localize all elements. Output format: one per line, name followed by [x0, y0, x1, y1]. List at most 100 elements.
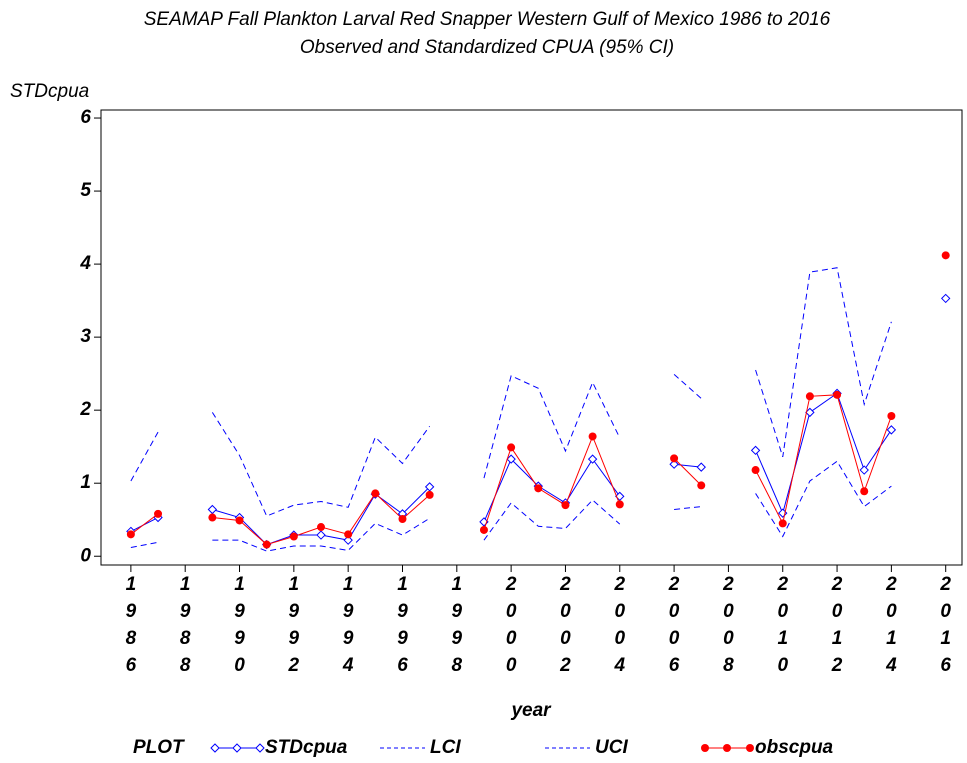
x-tick-char: 1	[777, 628, 788, 649]
legend-label: STDcpua	[265, 737, 348, 758]
y-tick-label: 5	[80, 180, 91, 201]
x-tick-char: 8	[452, 655, 463, 676]
point	[697, 481, 706, 490]
point	[940, 293, 951, 304]
x-tick-char: 2	[831, 574, 843, 595]
point	[154, 509, 163, 518]
y-tick-label: 3	[80, 326, 91, 347]
x-tick-char: 8	[723, 655, 734, 676]
x-tick-char: 9	[397, 628, 408, 649]
point	[126, 530, 135, 539]
point	[424, 482, 435, 492]
y-tick-label: 6	[80, 107, 91, 128]
x-tick-char: 2	[776, 574, 788, 595]
x-tick-char: 1	[126, 574, 137, 595]
x-tick-char: 4	[613, 655, 625, 676]
x-tick-char: 6	[397, 655, 408, 676]
point	[750, 445, 761, 456]
x-tick-char: 1	[289, 574, 300, 595]
x-tick-char: 9	[234, 628, 245, 649]
y-tick-label: 0	[80, 545, 91, 566]
x-tick-char: 9	[397, 601, 408, 622]
point	[751, 466, 760, 475]
x-tick-char: 8	[126, 628, 137, 649]
point	[615, 500, 624, 509]
x-tick-char: 6	[669, 655, 680, 676]
series-line	[131, 255, 946, 544]
x-tick-char: 9	[452, 628, 463, 649]
series-line	[130, 267, 892, 517]
point	[833, 390, 842, 399]
legend-label: LCI	[430, 737, 461, 758]
x-tick-char: 9	[289, 601, 300, 622]
point	[887, 412, 896, 421]
legend-marker	[723, 744, 731, 752]
legend-label: obscpua	[755, 737, 834, 758]
x-tick-char: 4	[342, 655, 354, 676]
y-tick-label: 4	[79, 253, 91, 274]
point	[289, 532, 298, 541]
series-line	[131, 298, 946, 544]
point	[398, 514, 407, 523]
x-tick-char: 1	[343, 574, 354, 595]
point	[778, 508, 788, 518]
legend-marker	[232, 743, 242, 753]
point	[534, 484, 543, 493]
x-tick-char: 2	[559, 655, 571, 676]
point	[262, 540, 271, 549]
y-tick-label: 2	[79, 399, 91, 420]
x-tick-char: 0	[940, 601, 951, 622]
point	[615, 491, 625, 502]
x-tick-char: 9	[126, 601, 137, 622]
x-tick-char: 8	[180, 655, 191, 676]
point	[479, 525, 488, 534]
point	[235, 516, 244, 525]
x-tick-char: 8	[180, 628, 191, 649]
series-line	[130, 460, 892, 552]
plot-frame	[100, 109, 963, 566]
point	[207, 504, 218, 515]
legend-marker	[701, 744, 709, 752]
point	[886, 425, 897, 435]
x-tick-char: 0	[560, 628, 571, 649]
x-tick-char: 0	[777, 601, 788, 622]
x-tick-char: 2	[722, 574, 734, 595]
point	[859, 465, 869, 475]
legend-marker	[210, 743, 220, 753]
x-tick-char: 2	[505, 574, 517, 595]
x-tick-char: 1	[234, 574, 245, 595]
x-tick-char: 0	[669, 628, 680, 649]
x-tick-char: 1	[886, 628, 897, 649]
x-tick-char: 2	[668, 574, 680, 595]
x-tick-char: 0	[560, 601, 571, 622]
x-tick-char: 9	[343, 601, 354, 622]
x-tick-char: 9	[180, 601, 191, 622]
x-tick-char: 6	[940, 655, 951, 676]
x-tick-char: 1	[180, 574, 191, 595]
point	[941, 251, 950, 260]
x-tick-char: 2	[559, 574, 571, 595]
x-tick-char: 0	[506, 655, 517, 676]
x-tick-char: 0	[506, 601, 517, 622]
point	[561, 501, 570, 510]
chart-subtitle: Observed and Standardized CPUA (95% CI)	[300, 37, 674, 58]
x-axis-label: year	[510, 700, 552, 721]
point	[507, 443, 516, 452]
x-tick-char: 0	[723, 628, 734, 649]
point	[208, 513, 217, 522]
point	[778, 519, 787, 528]
x-tick-char: 6	[126, 655, 137, 676]
